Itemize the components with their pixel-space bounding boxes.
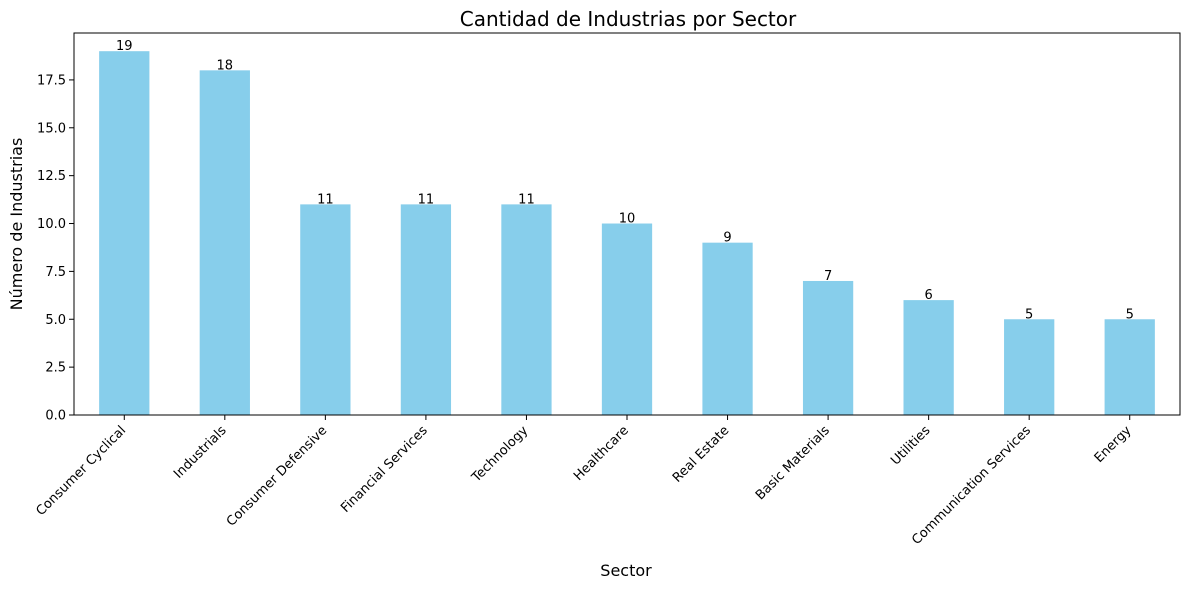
bar-value-label: 11 bbox=[418, 192, 435, 207]
x-axis-label: Sector bbox=[600, 561, 652, 580]
x-tick-label: Utilities bbox=[888, 423, 933, 468]
bar bbox=[199, 70, 250, 415]
y-tick-label: 0.0 bbox=[45, 409, 66, 424]
bar-value-label: 5 bbox=[1025, 307, 1033, 322]
x-tick-label: Consumer Defensive bbox=[224, 423, 330, 529]
bar-value-label: 11 bbox=[518, 192, 535, 207]
x-tick-label: Technology bbox=[468, 423, 531, 486]
y-axis-label: Número de Industrias bbox=[7, 138, 26, 311]
bar bbox=[400, 204, 452, 415]
y-tick-label: 7.5 bbox=[45, 265, 66, 280]
y-tick-label: 12.5 bbox=[37, 169, 66, 184]
plot-frame bbox=[73, 32, 1181, 416]
x-tick-label: Industrials bbox=[171, 423, 230, 482]
bar-value-label: 11 bbox=[317, 192, 334, 207]
bar bbox=[601, 223, 653, 415]
y-tick-label: 15.0 bbox=[37, 121, 66, 136]
bar bbox=[1104, 319, 1155, 415]
chart-title: Cantidad de Industrias por Sector bbox=[460, 7, 797, 31]
x-tick-label: Healthcare bbox=[571, 423, 632, 484]
bar-value-label: 7 bbox=[824, 269, 832, 284]
bar bbox=[1004, 319, 1055, 415]
data-labels-group: 19 18 11 11 11 10 9 7 6 5 5 bbox=[116, 39, 1134, 322]
x-tick-label: Energy bbox=[1092, 423, 1135, 466]
bar bbox=[501, 204, 552, 415]
x-tick-label: Consumer Cyclical bbox=[33, 423, 129, 519]
bar-value-label: 6 bbox=[924, 288, 932, 303]
bar bbox=[802, 280, 854, 415]
x-tick-label: Real Estate bbox=[670, 423, 732, 485]
bar-value-label: 19 bbox=[116, 39, 133, 54]
x-tick-label: Basic Materials bbox=[753, 423, 833, 503]
bar bbox=[903, 300, 954, 415]
bar bbox=[300, 204, 351, 415]
bar-value-label: 9 bbox=[723, 231, 731, 246]
y-tick-label: 17.5 bbox=[37, 73, 66, 88]
y-axis: 0.0 2.5 5.0 7.5 10.0 12.5 15.0 17.5 bbox=[37, 73, 74, 424]
bars-group bbox=[99, 51, 1155, 415]
bar-value-label: 18 bbox=[217, 58, 234, 73]
x-tick-label: Financial Services bbox=[338, 423, 431, 516]
x-tick-label: Communication Services bbox=[909, 423, 1034, 548]
bar bbox=[702, 242, 753, 415]
bar-value-label: 10 bbox=[619, 212, 636, 227]
y-tick-label: 10.0 bbox=[37, 217, 66, 232]
y-tick-label: 2.5 bbox=[45, 361, 66, 376]
bar bbox=[99, 51, 150, 415]
y-tick-label: 5.0 bbox=[45, 313, 66, 328]
bar-value-label: 5 bbox=[1126, 307, 1134, 322]
